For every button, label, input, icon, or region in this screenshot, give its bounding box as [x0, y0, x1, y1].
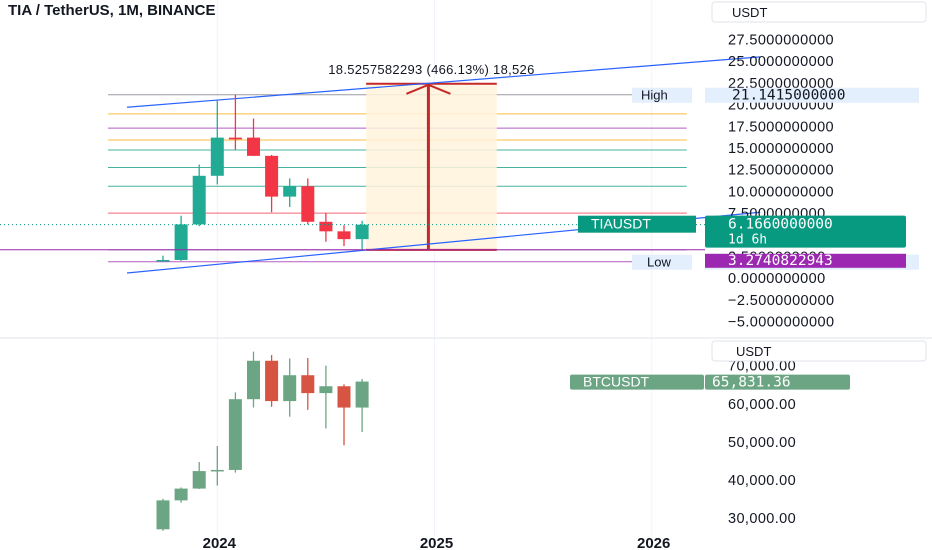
btc-body	[319, 386, 333, 394]
x-tick-label: 2024	[203, 535, 237, 550]
tia-currency-label: USDT	[732, 5, 767, 20]
btc-body	[210, 469, 224, 472]
btc-body	[355, 381, 369, 408]
btc-candle	[283, 358, 297, 417]
tia-currency-box[interactable]: USDT	[711, 1, 927, 23]
btc-y-tick: 60,000.00	[728, 397, 796, 413]
tia-body	[192, 175, 206, 225]
prev-close-marker: 3.2740822943	[705, 253, 906, 269]
tia-ticker-label: TIAUSDT	[591, 216, 651, 232]
tia-body	[247, 137, 260, 156]
measure-tool[interactable]: 18.5257582293 (466.13%) 18,526	[328, 62, 534, 251]
btc-currency-label: USDT	[736, 344, 771, 359]
btc-candle	[156, 498, 170, 531]
high-label: High	[641, 88, 668, 103]
tia-y-tick: 27.5000000000	[728, 33, 834, 49]
vertical-gridlines	[216, 0, 653, 536]
x-tick-label: 2026	[637, 535, 670, 550]
tia-candle	[247, 118, 260, 156]
tia-body	[301, 186, 315, 222]
tia-y-tick: 12.5000000000	[728, 163, 834, 179]
btc-candle	[319, 365, 333, 429]
tia-body	[337, 231, 351, 240]
tia-y-tick: 25.0000000000	[728, 54, 834, 70]
tia-body	[210, 137, 224, 176]
tia-candle	[210, 100, 224, 185]
tia-body	[265, 155, 279, 197]
tia-last-price[interactable]: TIAUSDT 6.1660000000 1d 6h	[578, 215, 906, 248]
time-axis[interactable]: 2024 2025 2026	[203, 535, 671, 550]
tia-candle	[337, 225, 351, 247]
btc-body	[156, 500, 170, 530]
tia-y-tick: 17.5000000000	[728, 119, 834, 135]
btc-body	[192, 471, 206, 489]
tia-candles	[156, 94, 369, 262]
tia-last-value: 6.1660000000	[728, 217, 833, 233]
btc-candle	[210, 445, 224, 486]
tia-body	[174, 224, 188, 260]
tia-ticker-tag	[578, 215, 696, 233]
btc-ticker-label: BTCUSDT	[583, 374, 650, 390]
high-marker: High 21.1415000000	[632, 87, 919, 104]
tia-candle	[192, 164, 206, 227]
tia-countdown: 1d 6h	[728, 233, 767, 248]
prev-close-value: 3.2740822943	[728, 253, 833, 269]
tia-candle	[265, 154, 279, 213]
tia-body	[156, 259, 170, 262]
tia-candle	[174, 215, 188, 261]
btc-body	[337, 386, 351, 408]
tia-candle	[319, 213, 333, 242]
high-value: 21.1415000000	[732, 88, 846, 104]
tia-y-tick: −5.0000000000	[728, 315, 834, 331]
btc-candles	[156, 351, 369, 531]
upper-trend-line[interactable]	[126, 56, 761, 108]
btc-currency-box[interactable]: USDT	[711, 340, 927, 362]
btc-last-value: 65,831.36	[712, 375, 791, 391]
btc-body	[174, 488, 188, 501]
tia-body	[228, 137, 242, 140]
tia-y-tick: 0.0000000000	[728, 271, 826, 287]
tia-body	[355, 224, 369, 240]
tia-candle	[156, 255, 170, 262]
btc-candle	[174, 487, 188, 503]
chart-title: TIA / TetherUS, 1M, BINANCE	[8, 2, 216, 19]
btc-y-tick: 30,000.00	[728, 511, 796, 527]
btc-body	[228, 399, 242, 470]
tia-candle	[283, 178, 297, 208]
tia-price-axis[interactable]: 27.500000000025.000000000022.50000000002…	[728, 33, 834, 331]
tia-candle	[228, 94, 242, 150]
btc-candle	[337, 384, 351, 446]
btc-candle	[265, 355, 279, 407]
low-label: Low	[647, 255, 671, 270]
btc-candle	[247, 351, 260, 408]
tia-y-tick: 15.0000000000	[728, 141, 834, 157]
btc-candle	[228, 392, 242, 473]
btc-body	[247, 360, 260, 400]
x-tick-label: 2025	[420, 535, 453, 550]
tia-candle	[301, 178, 315, 225]
btc-body	[301, 375, 315, 394]
btc-y-tick: 50,000.00	[728, 435, 796, 451]
tia-y-tick: −2.5000000000	[728, 293, 834, 309]
btc-body	[283, 375, 297, 402]
btc-y-tick: 70,000.00	[728, 359, 796, 375]
measure-arrow-head	[406, 83, 451, 95]
measure-range-box[interactable]	[366, 83, 497, 250]
measure-label: 18.5257582293 (466.13%) 18,526	[328, 62, 534, 77]
btc-price-axis[interactable]: 70,000.00 60,000.00 50,000.00 40,000.00 30,0…	[728, 359, 796, 527]
tia-candle	[355, 220, 369, 250]
btc-body	[265, 360, 279, 402]
btc-candle	[355, 379, 369, 432]
tia-body	[283, 186, 297, 197]
btc-candle	[301, 358, 315, 410]
tia-body	[319, 221, 333, 232]
btc-y-tick: 40,000.00	[728, 473, 796, 489]
tia-y-tick: 10.0000000000	[728, 184, 834, 200]
btc-candle	[192, 461, 206, 489]
btc-last-price[interactable]: BTCUSDT 65,831.36	[570, 374, 850, 391]
